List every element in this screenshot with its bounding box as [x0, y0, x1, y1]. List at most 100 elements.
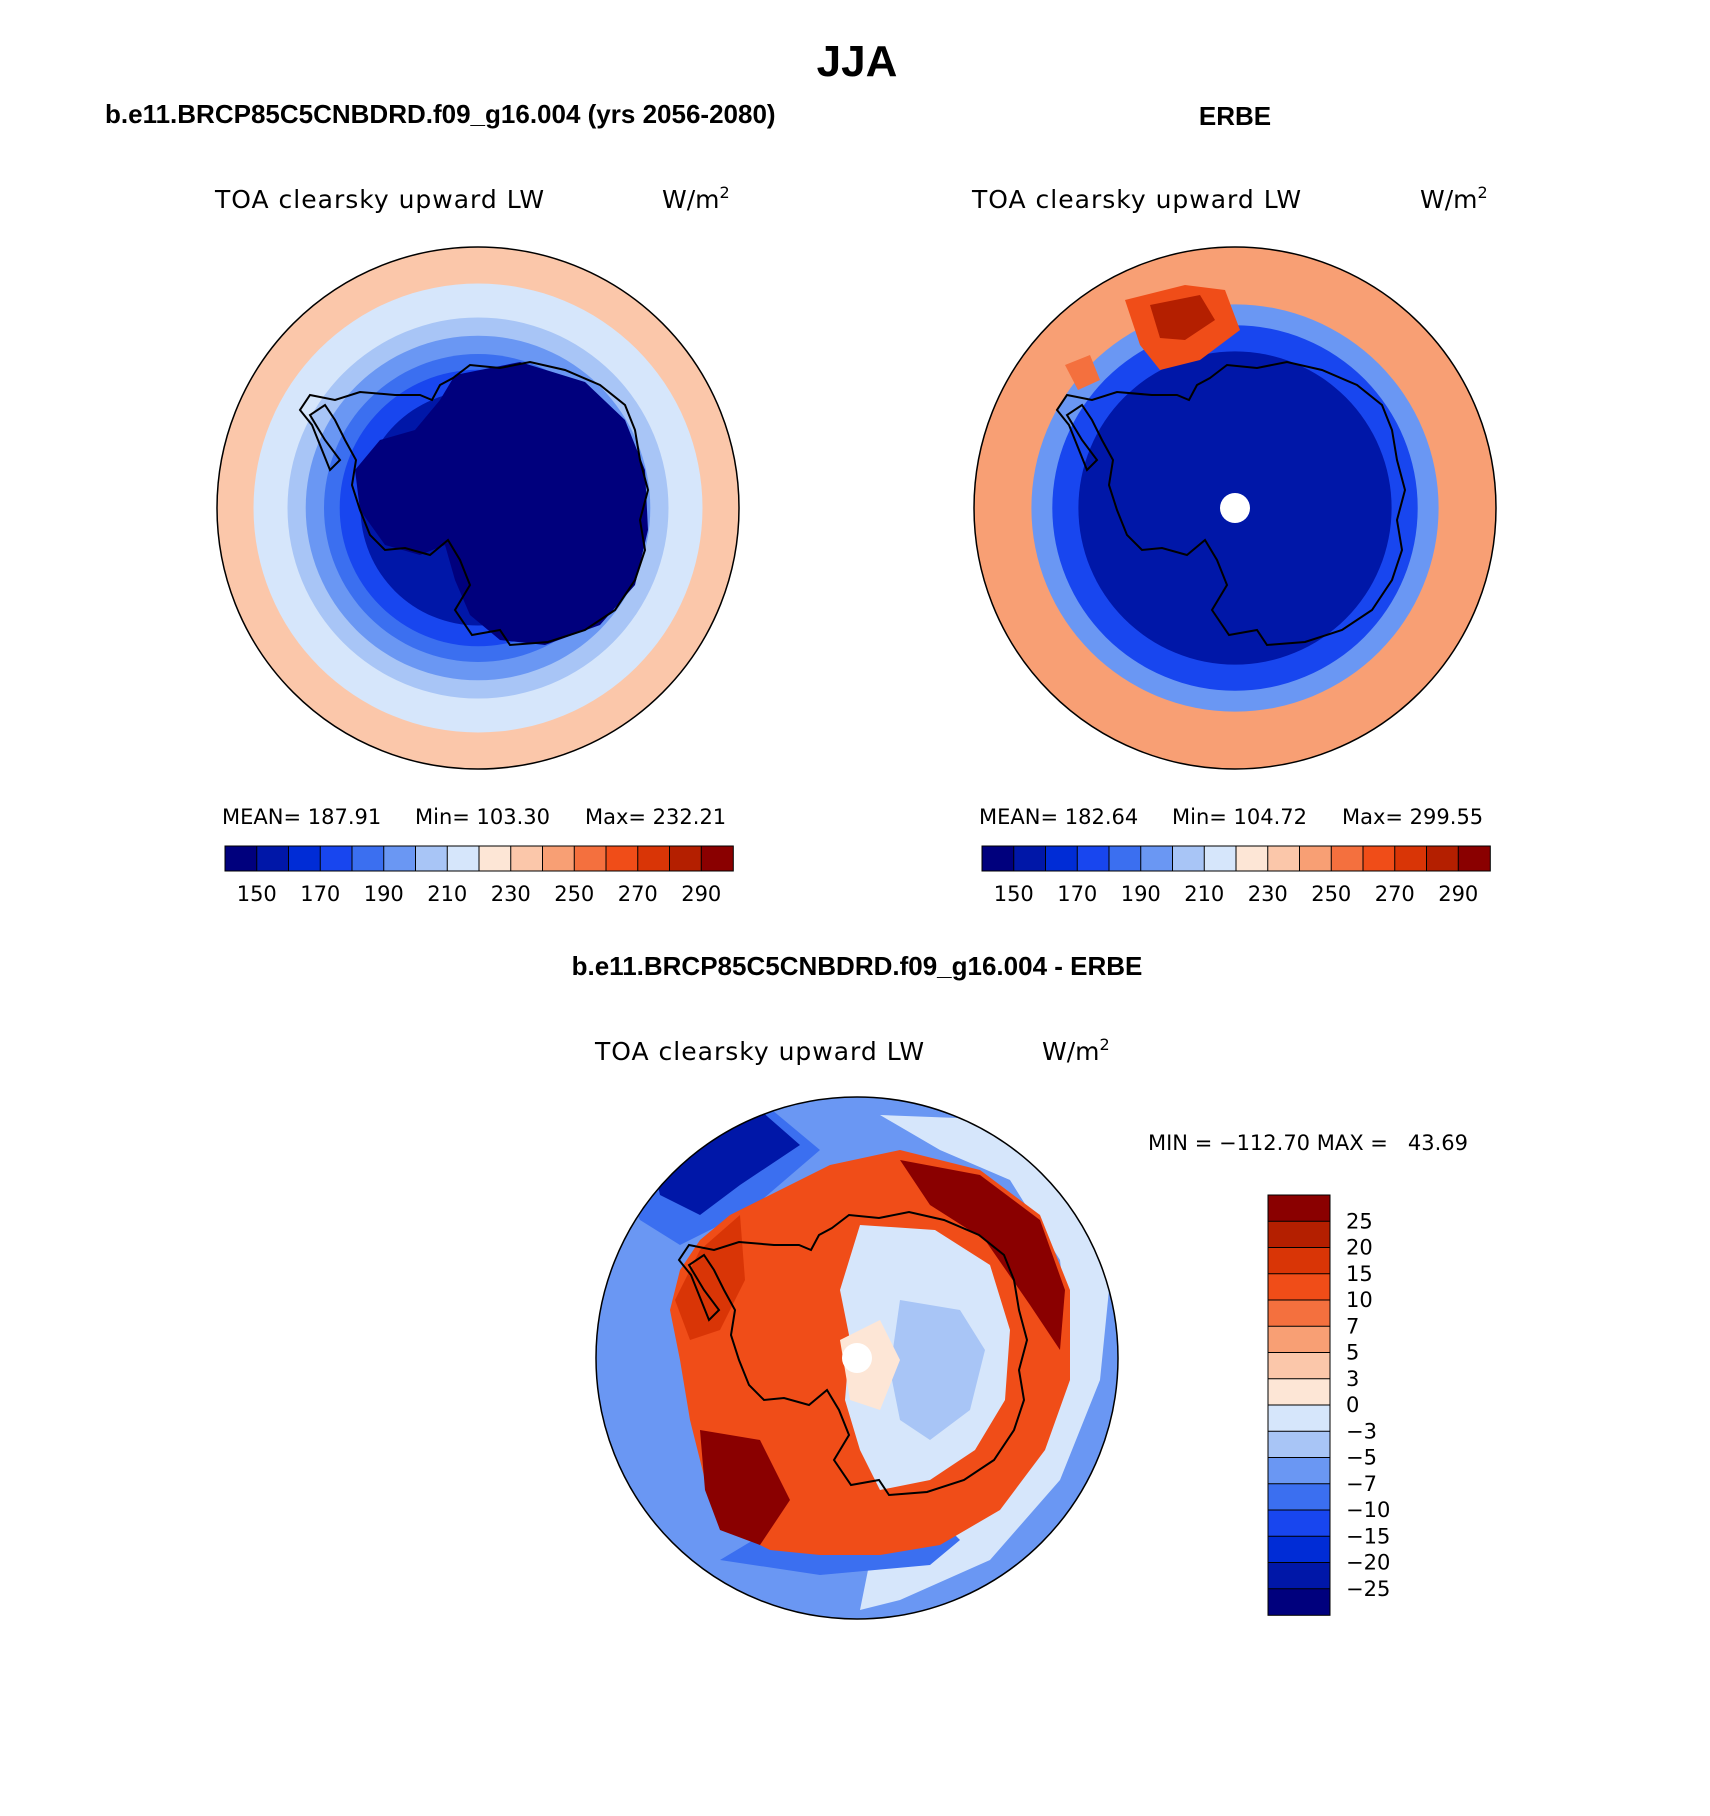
colorbar-swatch [1330, 845, 1364, 872]
colorbar-swatch [1203, 845, 1237, 872]
colorbar-swatch [1394, 845, 1428, 872]
colorbar-swatch [1267, 1220, 1331, 1249]
colorbar-swatch [981, 845, 1015, 872]
colorbar-swatch [1267, 1430, 1331, 1459]
coastline-difference [677, 1210, 1029, 1497]
colorbar-swatch [1172, 845, 1206, 872]
stat-min-model: Min= 103.30 [415, 805, 550, 829]
colorbar-tick-label: 190 [364, 882, 404, 906]
panel-obs-variable: TOA clearsky upward LW [971, 185, 1302, 214]
polar-map-obs [974, 247, 1496, 769]
warm-patch-3 [1065, 355, 1100, 390]
colorbar-tick-label: 3 [1346, 1367, 1359, 1391]
main-title: JJA [817, 37, 898, 86]
warm-patch-2 [1150, 295, 1215, 340]
colorbar-tick-label: 20 [1346, 1236, 1373, 1260]
antarctic-plateau-model [355, 362, 648, 645]
colorbar-tick-label: −3 [1346, 1419, 1377, 1443]
colorbar-tick-label: 190 [1121, 882, 1161, 906]
coastline-obs [1055, 360, 1407, 647]
colorbar-swatch [319, 845, 353, 872]
colorbar-swatch [700, 845, 734, 872]
colorbar-tick-label: 150 [994, 882, 1034, 906]
colorbar-swatch [1267, 1378, 1331, 1406]
colorbar-tick-label: 290 [1438, 882, 1478, 906]
panel-model-units: W/m2 [662, 183, 730, 214]
colorbar-swatch [573, 845, 607, 872]
stat-mean-obs: MEAN= 182.64 [979, 805, 1138, 829]
colorbar-swatch [1267, 1535, 1331, 1564]
colorbar-swatch [1267, 1299, 1331, 1328]
colorbar-swatch [637, 845, 671, 872]
map-border-obs [973, 246, 1497, 770]
colorbar-tick-label: 25 [1346, 1209, 1373, 1233]
colorbar-tick-label: 7 [1346, 1314, 1359, 1338]
colorbar-swatch [1267, 1352, 1331, 1380]
colorbar-swatch [415, 845, 449, 872]
stat-max-model: Max= 232.21 [585, 805, 726, 829]
colorbar-tick-label: −7 [1346, 1472, 1377, 1496]
colorbar-swatch [1267, 845, 1301, 872]
panel-difference-variable: TOA clearsky upward LW [594, 1037, 925, 1066]
colorbar-swatch [1076, 845, 1110, 872]
colorbar-swatch [446, 845, 480, 872]
panel-model: b.e11.BRCP85C5CNBDRD.f09_g16.004 (yrs 20… [105, 99, 776, 906]
colorbar-swatch [1267, 1247, 1331, 1275]
colorbar-tick-label: −20 [1346, 1551, 1390, 1575]
colorbar-tick-label: −15 [1346, 1524, 1390, 1548]
colorbar-tick-label: 0 [1346, 1393, 1359, 1417]
colorbar-tick-label: 5 [1346, 1341, 1359, 1365]
colorbar-swatch [256, 845, 290, 872]
colorbar-tick-label: 10 [1346, 1288, 1373, 1312]
colorbar-swatch [1267, 1194, 1331, 1223]
colorbar-swatch [1457, 845, 1491, 872]
colorbar-swatch [1426, 845, 1460, 872]
colorbar-tick-label: 15 [1346, 1262, 1373, 1286]
colorbar-tick-label: −5 [1346, 1446, 1377, 1470]
colorbar-swatch [1108, 845, 1142, 872]
colorbar-swatch [383, 845, 417, 872]
colorbar-tick-label: 250 [554, 882, 594, 906]
stat-max-obs: Max= 299.55 [1342, 805, 1483, 829]
colorbar-tick-label: −25 [1346, 1577, 1390, 1601]
colorbar-tick-label: 270 [618, 882, 658, 906]
south-pole-gap-difference [842, 1343, 872, 1373]
colorbar-tick-label: 210 [427, 882, 467, 906]
panel-difference-heading: b.e11.BRCP85C5CNBDRD.f09_g16.004 - ERBE [572, 951, 1143, 981]
panel-obs-heading: ERBE [1199, 101, 1271, 131]
colorbar-tick-label: 230 [1248, 882, 1288, 906]
colorbar-swatch [351, 845, 385, 872]
colorbar-tick-label: 270 [1375, 882, 1415, 906]
map-border-difference [595, 1096, 1119, 1620]
colorbar-swatch [224, 845, 258, 872]
colorbar-tick-label: 210 [1184, 882, 1224, 906]
colorbar-swatch [1299, 845, 1333, 872]
colorbar-tick-label: 170 [300, 882, 340, 906]
stat-mean-model: MEAN= 187.91 [222, 805, 381, 829]
colorbar-swatch [1267, 1325, 1331, 1354]
colorbar-swatch [1267, 1483, 1331, 1511]
stat-min-obs: Min= 104.72 [1172, 805, 1307, 829]
south-pole-gap-obs-dot [1220, 493, 1250, 523]
colorbar-swatch [1267, 1509, 1331, 1538]
colorbar-tick-label: 170 [1057, 882, 1097, 906]
panel-difference: b.e11.BRCP85C5CNBDRD.f09_g16.004 - ERBE … [572, 951, 1468, 1620]
colorbar-swatch [1235, 845, 1269, 872]
colorbar-swatch [1045, 845, 1079, 872]
colorbar-tick-label: 250 [1311, 882, 1351, 906]
colorbar-tick-label: −10 [1346, 1498, 1390, 1522]
colorbar-swatch [605, 845, 639, 872]
coastline-model [298, 360, 650, 647]
panel-model-variable: TOA clearsky upward LW [214, 185, 545, 214]
polar-map-difference [596, 1097, 1118, 1619]
colorbar-swatch [1267, 1457, 1331, 1485]
colorbar-swatch [542, 845, 576, 872]
map-border-model [216, 246, 740, 770]
colorbar-swatch [1267, 1562, 1331, 1590]
colorbar-swatch [1267, 1404, 1331, 1433]
colorbar-swatch [1013, 845, 1047, 872]
colorbar-tick-label: 150 [237, 882, 277, 906]
colorbar-swatch [288, 845, 322, 872]
panel-model-heading: b.e11.BRCP85C5CNBDRD.f09_g16.004 (yrs 20… [105, 99, 776, 129]
